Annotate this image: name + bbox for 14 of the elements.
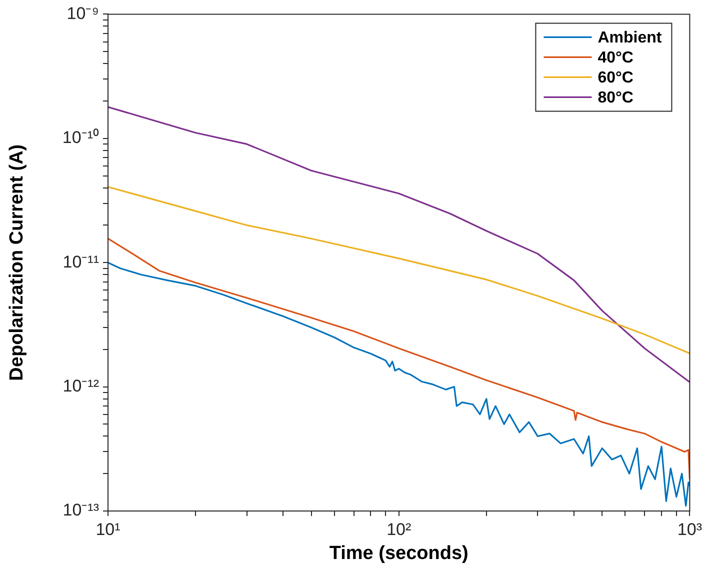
x-tick-label: 10³ [677,520,702,539]
y-tick-label: 10⁻¹³ [62,500,100,520]
y-axis-title: Depolarization Current (A) [6,144,28,381]
legend-label: 80°C [598,90,634,107]
x-tick-label: 10² [386,520,412,539]
legend-label: 40°C [598,50,634,67]
legend-label: 60°C [598,70,634,87]
y-tick-label: 10⁻¹² [62,376,100,396]
legend-label: Ambient [598,30,662,47]
x-axis-title: Time (seconds) [329,542,468,564]
x-tick-label: 10¹ [96,520,121,539]
y-tick-label: 10⁻¹¹ [62,252,100,272]
y-tick-label: 10⁻⁹ [66,4,99,23]
y-tick-label: 10⁻¹⁰ [62,128,99,148]
